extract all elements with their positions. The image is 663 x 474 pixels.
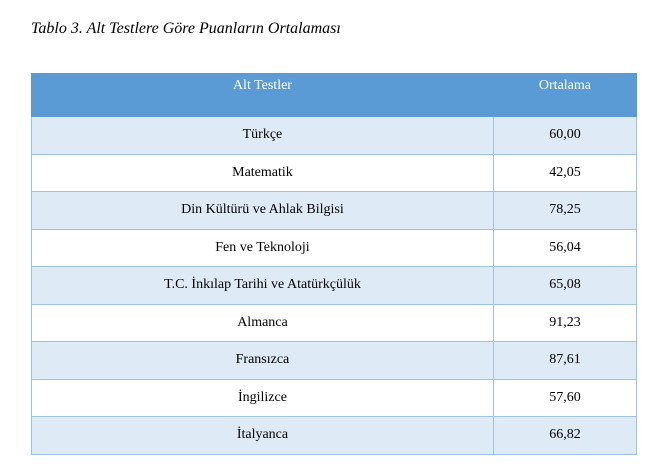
average-value: 60,00	[492, 116, 638, 155]
table-row: T.C. İnkılap Tarihi ve Atatürkçülük 65,08	[31, 266, 638, 305]
table-row: İtalyanca 66,82	[31, 416, 638, 455]
average-value: 78,25	[492, 191, 638, 230]
column-header: Ortalama	[492, 73, 638, 117]
table-row: Matematik 42,05	[31, 153, 638, 192]
column-header: Alt Testler	[31, 73, 494, 117]
subtest-name: İngilizce	[31, 378, 494, 417]
subtest-name: Din Kültürü ve Ahlak Bilgisi	[31, 191, 494, 230]
average-value: 66,82	[492, 416, 638, 455]
subtest-name: Türkçe	[31, 116, 494, 155]
table-row: Fen ve Teknoloji 56,04	[31, 228, 638, 267]
table-row: Fransızca 87,61	[31, 341, 638, 380]
subtest-name: İtalyanca	[31, 416, 494, 455]
subtest-name: T.C. İnkılap Tarihi ve Atatürkçülük	[31, 266, 494, 305]
table-row: Türkçe 60,00	[31, 116, 638, 155]
table-row: Almanca 91,23	[31, 303, 638, 342]
average-value: 42,05	[492, 153, 638, 192]
table-title: Tablo 3. Alt Testlere Göre Puanların Ort…	[31, 20, 341, 37]
average-value: 57,60	[492, 378, 638, 417]
average-value: 56,04	[492, 228, 638, 267]
subtest-name: Fen ve Teknoloji	[31, 228, 494, 267]
subtest-name: Almanca	[31, 303, 494, 342]
average-value: 65,08	[492, 266, 638, 305]
header-row: Alt Testler Ortalama	[31, 73, 638, 117]
table-row: İngilizce 57,60	[31, 378, 638, 417]
table-body: Türkçe 60,00 Matematik 42,05 Din Kültürü ve …	[31, 116, 638, 455]
table-header: Alt Testler Ortalama	[31, 73, 638, 117]
table: Alt Testler Ortalama Türkçe 60,00 Matemati…	[31, 73, 638, 455]
subtest-name: Fransızca	[31, 341, 494, 380]
average-value: 91,23	[492, 303, 638, 342]
average-value: 87,61	[492, 341, 638, 380]
table-row: Din Kültürü ve Ahlak Bilgisi 78,25	[31, 191, 638, 230]
subtest-name: Matematik	[31, 153, 494, 192]
